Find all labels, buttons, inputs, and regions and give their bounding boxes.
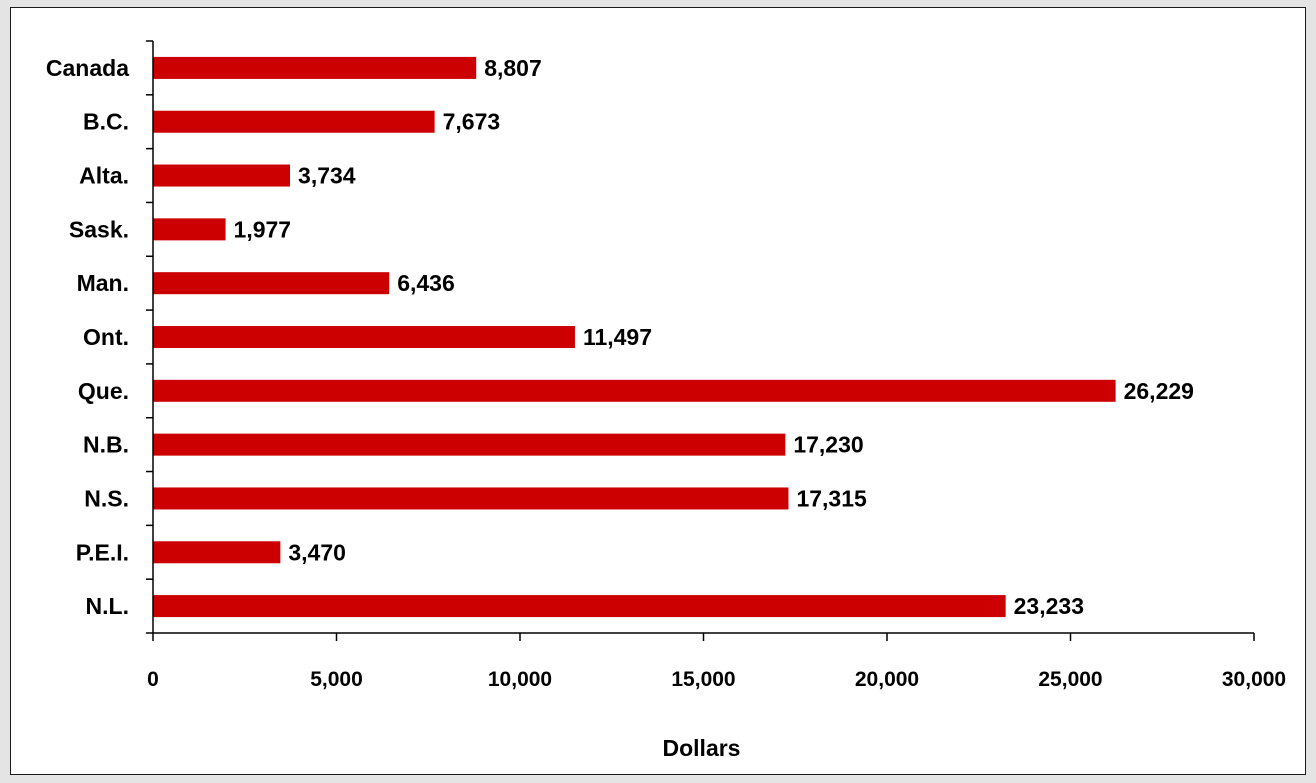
bars-layer (153, 56, 1116, 618)
value-label: 8,807 (484, 55, 542, 81)
x-tick-label: 20,000 (855, 668, 919, 691)
x-tick-label: 25,000 (1038, 668, 1102, 691)
bar-7 (153, 433, 786, 456)
bar-1 (153, 110, 435, 133)
value-label: 11,497 (583, 324, 652, 350)
value-label: 17,315 (796, 485, 867, 511)
category-label: Que. (78, 378, 129, 404)
value-label: 26,229 (1124, 378, 1194, 404)
category-label: Alta. (79, 163, 129, 189)
category-label: Man. (77, 270, 129, 296)
category-label: Sask. (69, 216, 129, 242)
bar-9 (153, 541, 281, 564)
x-tick-label: 0 (147, 668, 159, 691)
axes-layer (146, 40, 1255, 641)
category-label: N.B. (83, 432, 129, 458)
value-label: 17,230 (793, 432, 863, 458)
value-label: 7,673 (443, 109, 501, 135)
x-tick-label: 30,000 (1222, 668, 1286, 691)
x-tick-label: 10,000 (488, 668, 552, 691)
bar-4 (153, 272, 390, 295)
category-label: B.C. (83, 109, 129, 135)
labels-layer: Canada 8,807 B.C. 7,673 Alta. 3,734 Sask. 1,977… (46, 55, 1286, 691)
category-label: Ont. (83, 324, 129, 350)
bar-0 (153, 56, 477, 79)
x-tick-label: 15,000 (671, 668, 735, 691)
bar-6 (153, 379, 1116, 402)
category-label: P.E.I. (76, 539, 129, 565)
bar-10 (153, 595, 1006, 618)
value-label: 3,470 (288, 539, 346, 565)
category-label: Canada (46, 55, 129, 81)
category-label: N.L. (86, 593, 129, 619)
bar-5 (153, 326, 575, 348)
bar-chart: Canada 8,807 B.C. 7,673 Alta. 3,734 Sask. 1,977… (46, 40, 1286, 761)
x-axis-title: Dollars (663, 735, 741, 761)
bar-3 (153, 218, 226, 241)
value-label: 23,233 (1014, 593, 1084, 619)
bar-2 (153, 164, 291, 187)
bar-8 (153, 487, 789, 510)
value-label: 3,734 (298, 163, 356, 189)
chart-frame: Canada 8,807 B.C. 7,673 Alta. 3,734 Sask. 1,977… (10, 7, 1306, 775)
category-label: N.S. (84, 485, 129, 511)
x-tick-label: 5,000 (310, 668, 363, 691)
value-label: 1,977 (234, 216, 292, 242)
value-label: 6,436 (397, 270, 455, 296)
